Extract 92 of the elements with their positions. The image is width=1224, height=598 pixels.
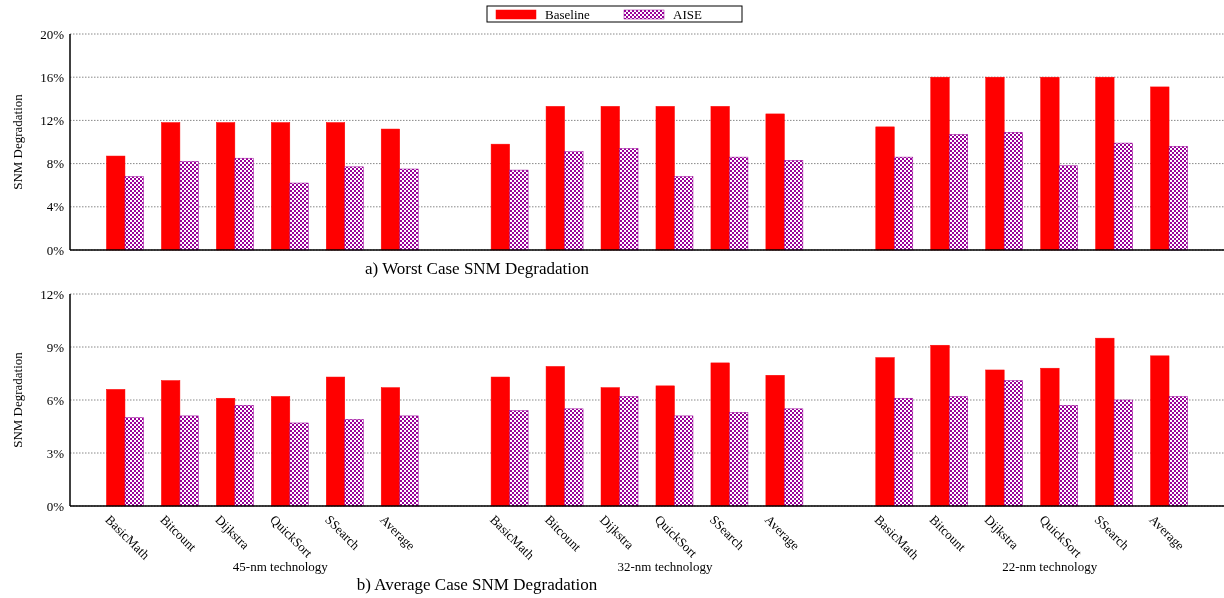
bar — [216, 397, 236, 507]
bar — [380, 128, 400, 251]
bar — [271, 396, 291, 507]
bar — [710, 106, 730, 251]
bar — [930, 344, 950, 507]
bar — [1095, 337, 1115, 507]
legend-label: Baseline — [545, 6, 590, 22]
bar — [875, 357, 895, 507]
text: a) Worst Case SNM Degradation — [365, 259, 590, 278]
bar — [271, 122, 291, 251]
legend-label: AISE — [673, 6, 702, 22]
bar — [765, 113, 785, 251]
bar — [619, 148, 639, 251]
bar — [784, 160, 804, 251]
bar — [674, 415, 694, 507]
bar — [1058, 165, 1078, 251]
bar — [894, 156, 914, 251]
bar — [765, 375, 785, 507]
y-tick-label: 8% — [46, 156, 65, 172]
bar — [729, 156, 749, 251]
bar — [1168, 396, 1188, 507]
bar — [344, 166, 364, 251]
y-tick-label: 4% — [46, 199, 65, 215]
bar — [1095, 76, 1115, 251]
text: 32-nm technology — [617, 559, 713, 574]
bar — [289, 422, 309, 507]
bar — [1150, 86, 1170, 251]
bar — [179, 415, 199, 507]
bar — [600, 387, 620, 507]
bar — [985, 76, 1005, 251]
bar — [509, 410, 529, 507]
bar — [179, 161, 199, 251]
y-axis-title: SNM Degradation — [10, 351, 25, 448]
bar — [234, 157, 254, 251]
bar — [399, 168, 419, 251]
bar — [655, 385, 675, 507]
y-tick-label: 0% — [46, 242, 65, 258]
y-tick-label: 3% — [46, 445, 65, 461]
bar — [380, 387, 400, 507]
bar — [161, 122, 181, 251]
y-tick-label: 16% — [40, 69, 65, 85]
bar — [564, 408, 584, 507]
bar — [619, 396, 639, 507]
bar — [216, 122, 236, 251]
y-tick-label: 12% — [40, 112, 65, 128]
bar — [1113, 399, 1133, 507]
bar — [655, 106, 675, 251]
y-tick-label: 0% — [46, 498, 65, 514]
bar — [124, 176, 144, 251]
bar — [161, 380, 181, 507]
bar — [948, 396, 968, 507]
bar — [1113, 142, 1133, 251]
y-tick-label: 9% — [46, 339, 65, 355]
bar — [1040, 76, 1060, 251]
bar — [545, 106, 565, 251]
bar — [894, 397, 914, 507]
text: 22-nm technology — [1002, 559, 1098, 574]
bar — [1003, 132, 1023, 251]
bar — [106, 155, 126, 251]
bar — [564, 151, 584, 251]
bar — [344, 419, 364, 507]
bar — [948, 134, 968, 251]
bar — [875, 126, 895, 251]
bar — [1150, 355, 1170, 507]
bar — [710, 362, 730, 507]
bar — [729, 412, 749, 507]
bar — [490, 143, 510, 251]
bar — [490, 376, 510, 507]
text: 45-nm technology — [232, 559, 329, 574]
y-tick-label: 20% — [40, 26, 65, 42]
bar — [326, 122, 346, 251]
bar — [600, 106, 620, 251]
bar — [326, 376, 346, 507]
bar — [1003, 380, 1023, 507]
bar — [674, 176, 694, 251]
bar — [1058, 405, 1078, 507]
text: b) Average Case SNM Degradation — [356, 575, 598, 594]
y-tick-label: 12% — [40, 286, 65, 302]
bar — [106, 389, 126, 507]
bar — [399, 415, 419, 507]
bar — [930, 76, 950, 251]
bar — [985, 369, 1005, 507]
bar — [509, 169, 529, 251]
bar — [1040, 367, 1060, 507]
bar — [545, 366, 565, 507]
y-tick-label: 6% — [46, 392, 65, 408]
bar — [1168, 146, 1188, 251]
bar — [289, 182, 309, 251]
bar — [234, 405, 254, 507]
bar — [784, 408, 804, 507]
y-axis-title: SNM Degradation — [10, 93, 25, 190]
bar — [124, 417, 144, 507]
